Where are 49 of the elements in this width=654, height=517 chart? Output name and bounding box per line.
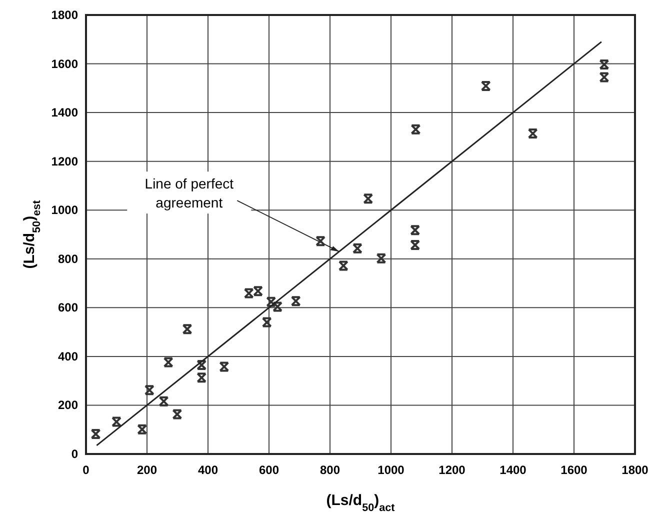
y-tick-label: 600 [58, 300, 78, 315]
point [352, 243, 362, 254]
point [172, 409, 182, 420]
x-tick-label: 1400 [500, 463, 527, 477]
y-tick-label: 1000 [51, 203, 78, 218]
x-tick-label: 600 [258, 463, 280, 477]
point [196, 360, 207, 370]
point [599, 72, 610, 82]
x-tick-label: 200 [136, 463, 158, 477]
point [182, 324, 192, 334]
point [528, 128, 538, 139]
point [144, 385, 154, 396]
point [410, 240, 420, 250]
x-tick-label: 1200 [438, 463, 466, 477]
y-tick-label: 1400 [51, 106, 78, 120]
point [244, 288, 254, 298]
x-tick-label: 1800 [622, 463, 649, 477]
point [90, 429, 101, 439]
y-tick-label: 0 [71, 447, 78, 461]
point [363, 194, 374, 204]
point [112, 416, 122, 427]
y-tick-label: 800 [58, 252, 78, 266]
point [137, 424, 148, 434]
x-tick-label: 1000 [378, 463, 405, 477]
point [262, 317, 272, 328]
point [480, 80, 491, 91]
y-tick-label: 200 [58, 398, 78, 412]
y-tick-label: 1200 [51, 154, 78, 168]
point [410, 225, 420, 236]
x-tick-label: 0 [82, 463, 90, 477]
point [376, 253, 386, 264]
y-tick-label: 400 [58, 349, 78, 364]
point [599, 60, 610, 70]
point [290, 296, 301, 306]
point [158, 396, 169, 406]
y-tick-label: 1800 [51, 8, 78, 22]
annotation: Line of perfect agreement [144, 176, 234, 211]
point [196, 372, 207, 383]
x-tick-label: 800 [320, 463, 340, 477]
x-tick-label: 400 [198, 463, 218, 477]
point [219, 362, 230, 372]
point [253, 286, 264, 296]
point [316, 236, 326, 246]
y-tick-label: 1600 [51, 56, 78, 71]
x-tick-label: 1600 [560, 463, 588, 477]
point [338, 260, 348, 271]
point [410, 124, 421, 134]
point [163, 357, 174, 368]
x-axis-title: (Ls/d$_{50}$)$_{act}$ [326, 492, 396, 514]
